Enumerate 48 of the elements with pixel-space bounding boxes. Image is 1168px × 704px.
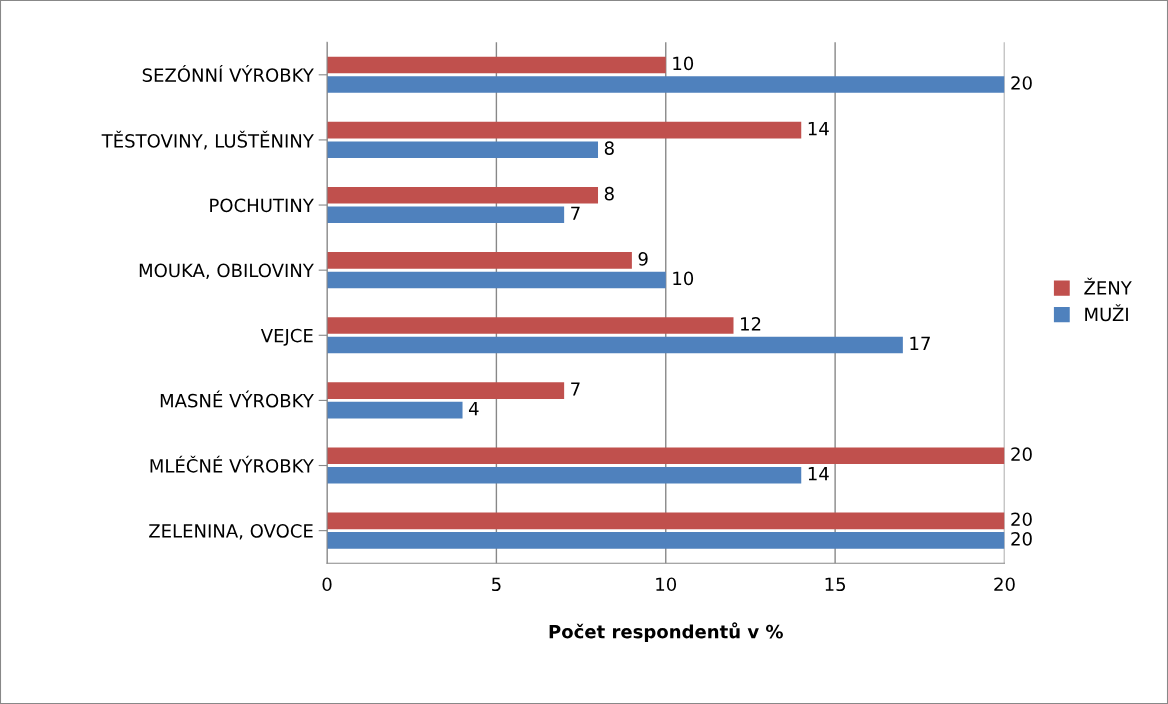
data-label: 20 [1011,531,1032,546]
bar [327,56,666,74]
legend-label: MUŽI [1085,304,1128,322]
y-tick-label: POCHUTINY [210,198,314,213]
bar [327,466,802,484]
bar [327,141,599,158]
bar [327,382,565,399]
y-tick-label: MASNÉ VÝROBKY [160,390,314,408]
data-label: 10 [673,271,694,286]
x-tick-label: 20 [994,577,1015,592]
data-label: 14 [808,121,829,136]
data-label: 10 [673,56,694,71]
data-label: 7 [571,206,580,220]
x-tick-label: 5 [492,577,501,592]
bar [327,447,1005,465]
legend-label: ŽENY [1084,277,1132,295]
bar [327,401,463,419]
data-label: 9 [638,251,648,266]
bar [327,317,734,334]
y-tick-label: MOUKA, OBILOVINY [139,263,314,280]
data-label: 14 [808,467,829,481]
y-tick-label: SEZÓNNÍ VÝROBKY [142,64,314,82]
bar [327,76,1005,93]
y-tick-label: VEJCE [260,328,313,346]
data-label: 7 [571,382,580,396]
bar [327,512,1005,530]
x-tick-label: 0 [322,577,332,592]
y-tick-label: TĚSTOVINY, LUŠTĚNINY [101,130,314,150]
x-tick-label: 10 [656,577,677,592]
bar [327,532,1005,549]
data-label: 12 [741,317,761,331]
data-label: 8 [604,186,614,201]
bar [327,206,565,224]
data-label: 4 [468,401,479,416]
y-tick-label: MLÉČNÉ VÝROBKY [150,455,314,473]
y-tick-label: ZELENINA, OVOCE [149,524,313,540]
bar [327,121,802,139]
data-label: 20 [1011,76,1032,90]
bar [327,252,632,269]
x-axis-title: Počet respondentů v % [549,622,783,642]
data-label: 17 [910,336,930,351]
data-label: 20 [1011,447,1032,461]
data-label: 8 [604,141,614,155]
data-label: 20 [1011,512,1032,527]
bar [327,186,599,204]
bar [327,271,666,289]
bar [327,336,903,354]
x-tick-label: 15 [825,577,846,592]
